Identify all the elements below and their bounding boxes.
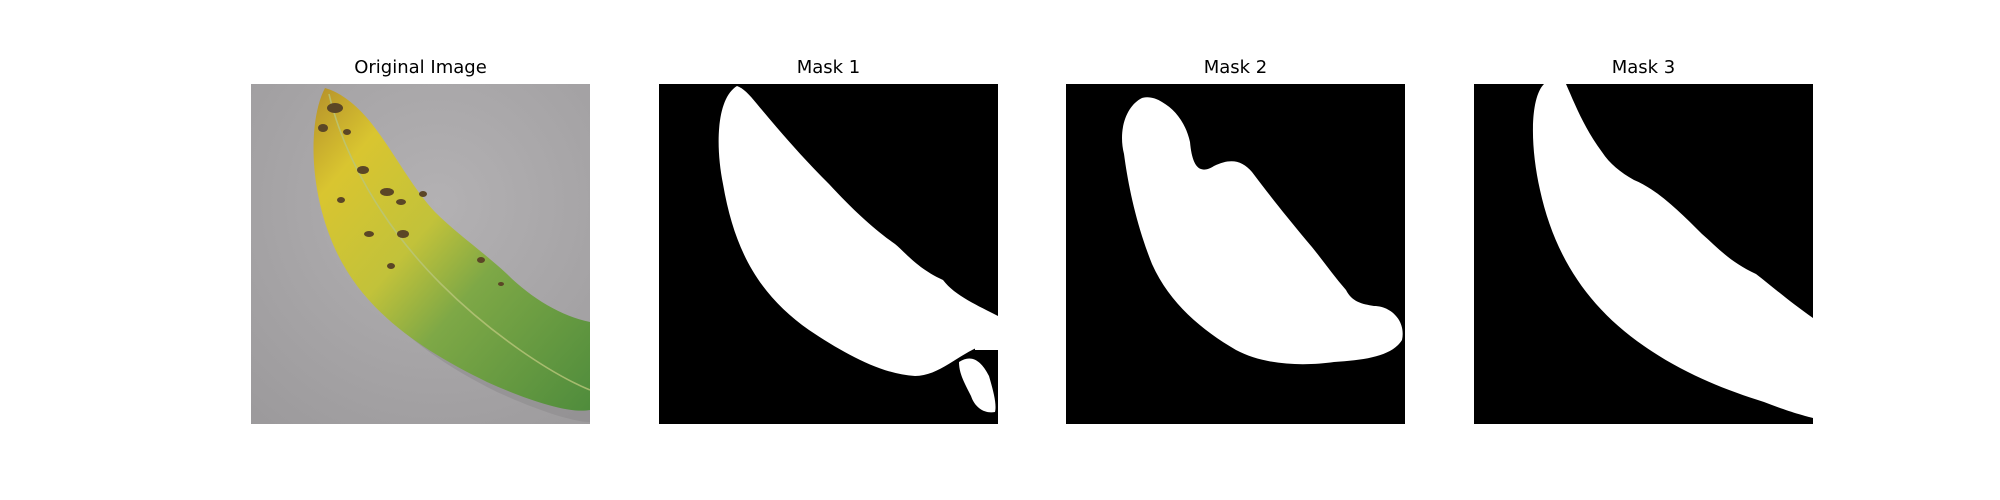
leaf-spots bbox=[318, 103, 504, 286]
panel-original-image: Original Image bbox=[251, 56, 590, 424]
mask-fragment bbox=[959, 358, 996, 413]
panel-title: Mask 3 bbox=[1611, 57, 1676, 78]
mask-region bbox=[1532, 84, 1813, 418]
mask-1-image bbox=[659, 84, 998, 424]
leaf-midrib bbox=[328, 93, 590, 391]
mask-region bbox=[1122, 97, 1403, 365]
mask-region bbox=[718, 86, 998, 376]
panel-title: Mask 1 bbox=[796, 57, 861, 78]
mask-3-image bbox=[1474, 84, 1813, 424]
panel-title: Mask 2 bbox=[1203, 57, 1268, 78]
original-leaf-image bbox=[251, 84, 590, 424]
mask-fragment bbox=[975, 320, 998, 350]
panel-title: Original Image bbox=[354, 57, 487, 78]
leaf bbox=[313, 88, 590, 411]
panel-mask-2: Mask 2 bbox=[1066, 56, 1405, 424]
panel-mask-3: Mask 3 bbox=[1474, 56, 1813, 424]
panel-mask-1: Mask 1 bbox=[659, 56, 998, 424]
mask-2-image bbox=[1066, 84, 1405, 424]
